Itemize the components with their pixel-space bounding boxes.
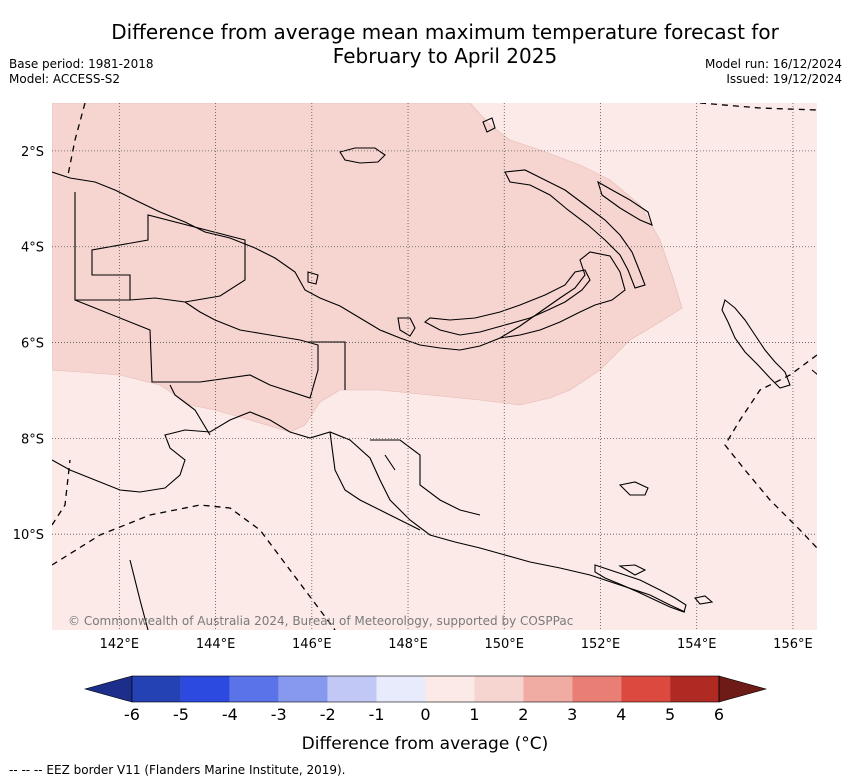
title-line-1: Difference from average mean maximum tem…	[111, 20, 779, 44]
colorbar-tick-label: -6	[124, 705, 140, 724]
colorbar-segment	[327, 676, 377, 702]
base-period: Base period: 1981-2018	[9, 57, 154, 71]
colorbar-segment	[474, 676, 524, 702]
longitude-tick-label: 142°E	[100, 637, 140, 652]
coastlines	[52, 117, 817, 630]
longitude-tick-label: 154°E	[677, 637, 717, 652]
colorbar-tick-label: 0	[420, 705, 430, 724]
colorbar-segment	[180, 676, 230, 702]
anomaly-region-1-to-2	[52, 103, 683, 433]
colorbar-tick-label: 4	[616, 705, 626, 724]
colorbar-title: Difference from average (°C)	[302, 734, 549, 754]
longitude-tick-label: 148°E	[388, 637, 428, 652]
colorbar-segment	[670, 676, 719, 702]
colorbar-over-arrow	[718, 675, 768, 703]
title-line-2: February to April 2025	[332, 44, 558, 68]
colorbar-segment	[132, 676, 181, 702]
colorbar-tick-label: 2	[518, 705, 528, 724]
colorbar-segment	[572, 676, 622, 702]
colorbar-tick-label: -5	[173, 705, 189, 724]
gridlines	[52, 103, 817, 630]
colorbar-tick-label: -3	[271, 705, 287, 724]
latitude-tick-label: 4°S	[21, 241, 44, 256]
model-name: Model: ACCESS-S2	[9, 72, 121, 86]
colorbar-segment	[523, 676, 573, 702]
longitude-tick-label: 150°E	[484, 637, 524, 652]
colorbar-under-arrow	[83, 675, 133, 703]
map-layers	[52, 103, 817, 630]
run-info: Model run: 16/12/2024 Issued: 19/12/2024	[705, 57, 842, 87]
issued-date: Issued: 19/12/2024	[726, 72, 842, 86]
copyright-notice: © Commonwealth of Australia 2024, Bureau…	[68, 614, 573, 628]
model-info: Base period: 1981-2018 Model: ACCESS-S2	[9, 57, 154, 87]
colorbar-tick-label: -1	[369, 705, 385, 724]
longitude-labels: 142°E 144°E 146°E 148°E 150°E 152°E 154°E 156°E	[100, 637, 813, 652]
colorbar-tick-label: 5	[665, 705, 675, 724]
model-run-date: Model run: 16/12/2024	[704, 57, 842, 71]
latitude-tick-label: 6°S	[21, 337, 44, 352]
colorbar-tick-label: -2	[320, 705, 336, 724]
eez-footnote: -- -- -- EEZ border V11 (Flanders Marine…	[9, 763, 346, 777]
eez-borders	[52, 103, 817, 630]
colorbar-segment	[425, 676, 475, 702]
longitude-tick-label: 152°E	[581, 637, 621, 652]
longitude-tick-label: 144°E	[196, 637, 236, 652]
latitude-tick-label: 10°S	[13, 528, 44, 543]
colorbar-tick-label: 1	[469, 705, 479, 724]
longitude-tick-label: 156°E	[773, 637, 813, 652]
latitude-tick-label: 8°S	[21, 432, 44, 447]
colorbar-tick-label: 6	[714, 705, 724, 724]
colorbar-tick-label: -4	[222, 705, 238, 724]
colorbar	[83, 675, 768, 703]
latitude-labels: 2°S 4°S 6°S 8°S 10°S	[13, 145, 44, 543]
colorbar-segment	[278, 676, 328, 702]
latitude-tick-label: 2°S	[21, 145, 44, 160]
colorbar-tick-label: 3	[567, 705, 577, 724]
map-title: Difference from average mean maximum tem…	[0, 20, 850, 68]
colorbar-segment	[376, 676, 426, 702]
colorbar-segment	[229, 676, 279, 702]
longitude-tick-label: 146°E	[292, 637, 332, 652]
colorbar-tick-labels: -6 -5 -4 -3 -2 -1 0 1 2 3 4 5 6	[124, 705, 724, 724]
colorbar-segment	[621, 676, 671, 702]
colorbar-frame	[131, 675, 720, 703]
